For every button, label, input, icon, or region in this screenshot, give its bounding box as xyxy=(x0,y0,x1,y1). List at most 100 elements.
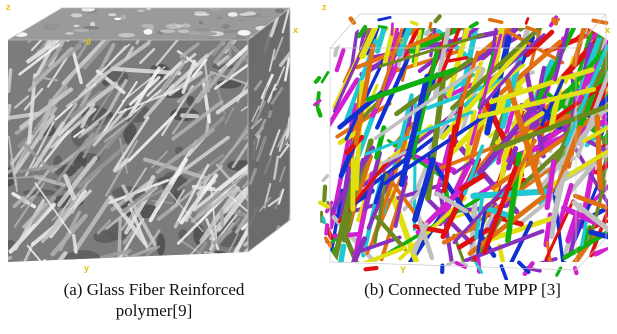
tube-fragment xyxy=(318,200,330,209)
z-axis-label: z xyxy=(322,2,327,12)
glass-fiber xyxy=(199,187,240,244)
connected-tube xyxy=(365,67,458,103)
connected-tube xyxy=(588,28,608,32)
connected-tube xyxy=(363,245,407,262)
connected-tube xyxy=(373,172,387,205)
glass-fiber-section xyxy=(118,32,136,38)
y-axis-label: y xyxy=(84,263,90,273)
glass-fiber xyxy=(251,105,260,122)
glass-fiber xyxy=(54,101,92,140)
connected-tube xyxy=(434,191,469,214)
glass-fiber xyxy=(65,84,97,108)
glass-fiber xyxy=(248,206,259,228)
glass-fiber xyxy=(176,153,225,191)
connected-tube xyxy=(373,65,480,141)
connected-tube xyxy=(565,213,579,244)
glass-fiber xyxy=(80,102,96,129)
tube-fragment xyxy=(313,76,322,84)
glass-fiber-section xyxy=(166,23,183,30)
glass-fiber xyxy=(217,57,230,68)
connected-tube xyxy=(349,28,363,70)
tube-fragment xyxy=(390,22,394,36)
glass-fiber xyxy=(112,158,130,173)
glass-fiber-section xyxy=(274,8,285,14)
connected-tube xyxy=(429,28,442,58)
connected-tube xyxy=(452,184,509,245)
connected-tube xyxy=(408,28,477,54)
connected-tube xyxy=(410,45,441,156)
glass-fiber xyxy=(53,193,75,227)
glass-fiber-section xyxy=(206,37,218,40)
glass-fiber-section xyxy=(188,31,201,35)
glass-fiber xyxy=(203,251,235,259)
glass-fiber xyxy=(110,66,182,76)
connected-tube xyxy=(344,134,365,156)
glass-fiber xyxy=(175,189,186,204)
glass-fiber xyxy=(155,40,194,67)
glass-fiber xyxy=(123,180,152,202)
glass-fiber xyxy=(44,40,69,48)
cube-front-face xyxy=(8,40,248,262)
glass-fiber xyxy=(72,40,95,52)
glass-fiber xyxy=(213,48,248,90)
glass-fiber xyxy=(224,107,235,124)
connected-tube xyxy=(552,28,582,82)
connected-tube xyxy=(342,233,372,262)
glass-fiber xyxy=(8,175,43,180)
connected-tube xyxy=(593,136,608,175)
glass-fiber-section xyxy=(70,13,83,18)
glass-fiber xyxy=(278,51,290,68)
glass-fiber xyxy=(126,167,147,199)
connected-tube xyxy=(582,88,608,143)
caption-a-line2: polymer[9] xyxy=(115,301,193,320)
x-axis-label: x xyxy=(293,25,299,35)
glass-fiber xyxy=(13,199,46,251)
glass-fiber xyxy=(72,233,78,254)
glass-fiber xyxy=(12,114,56,175)
glass-fiber xyxy=(171,77,212,135)
glass-fiber xyxy=(121,186,155,213)
connected-tube xyxy=(456,227,491,250)
glass-fiber xyxy=(99,248,132,260)
connected-tube xyxy=(350,157,356,212)
connected-tube xyxy=(477,86,597,119)
tube-fragment xyxy=(572,265,579,276)
glass-fiber xyxy=(8,68,13,93)
glass-fiber xyxy=(155,127,215,174)
connected-tube xyxy=(374,28,403,54)
glass-fiber xyxy=(23,87,44,111)
glass-fiber xyxy=(214,150,248,193)
glass-fiber xyxy=(154,184,173,207)
glass-fiber xyxy=(13,182,45,228)
glass-fiber xyxy=(128,75,161,106)
glass-fiber xyxy=(233,225,248,255)
glass-fiber xyxy=(241,161,248,189)
tube-fragment xyxy=(487,17,504,25)
glass-fiber xyxy=(212,228,233,246)
connected-tube xyxy=(398,73,431,187)
tube-fragment xyxy=(377,24,388,30)
connected-tube-render xyxy=(313,13,609,280)
glass-fiber xyxy=(268,48,276,72)
connected-tube xyxy=(545,240,564,262)
glass-fiber xyxy=(30,40,71,51)
glass-fiber xyxy=(76,40,110,60)
connected-tube xyxy=(452,233,490,262)
connected-tube xyxy=(507,257,558,262)
caption-b: (b) Connected Tube MPP [3] xyxy=(308,279,617,300)
glass-fiber xyxy=(15,122,44,167)
dark-void xyxy=(156,233,166,256)
glass-fiber xyxy=(17,164,62,174)
glass-fiber xyxy=(251,137,258,160)
tube-fragment xyxy=(428,21,433,30)
glass-fiber xyxy=(77,143,128,189)
glass-fiber-section xyxy=(28,8,42,12)
connected-tube xyxy=(606,131,608,215)
glass-fiber xyxy=(20,194,35,209)
glass-fiber xyxy=(33,175,66,187)
caption-a-line1: (a) Glass Fiber Reinforced xyxy=(63,280,245,299)
glass-fiber xyxy=(286,232,290,241)
glass-fiber xyxy=(116,217,122,262)
caption-b-line1: (b) Connected Tube MPP [3] xyxy=(364,280,561,299)
cube-edges xyxy=(7,7,291,253)
